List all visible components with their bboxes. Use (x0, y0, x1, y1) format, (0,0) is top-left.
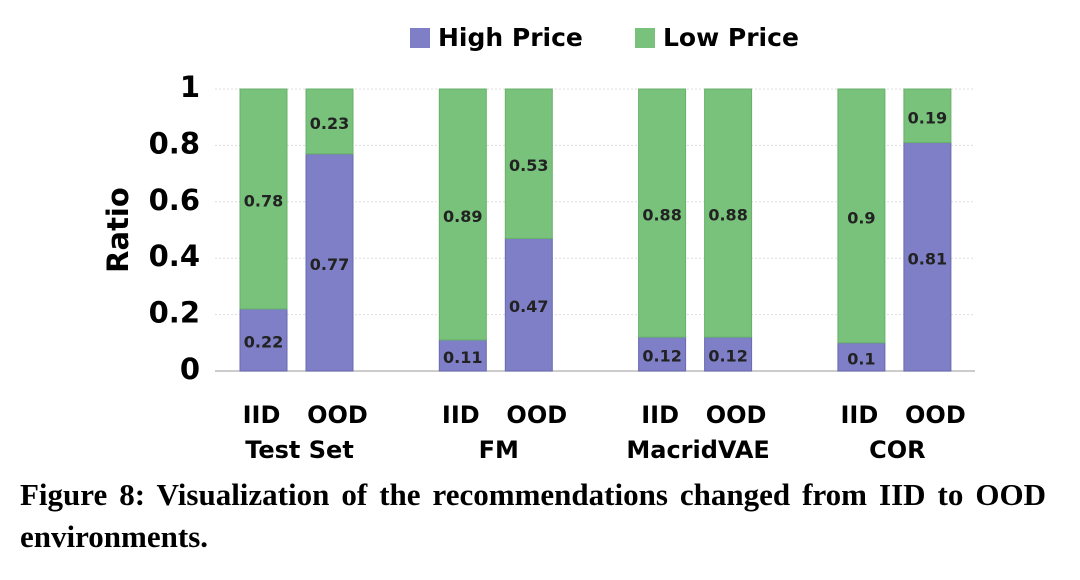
group-label: COR (869, 436, 926, 464)
y-axis-label: Ratio (101, 187, 135, 273)
y-tick-label: 0.8 (149, 126, 200, 160)
bar-segment (837, 342, 886, 372)
bar-segment (239, 88, 288, 310)
x-tick-label: OOD (307, 401, 368, 429)
data-label: 0.12 (642, 347, 681, 366)
legend-swatch (410, 28, 430, 48)
data-label: 0.23 (310, 114, 349, 133)
data-label: 0.53 (509, 156, 548, 175)
data-label: 0.78 (244, 191, 283, 210)
data-label: 0.22 (244, 332, 283, 351)
y-tick-label: 1 (180, 70, 200, 104)
bar-segment (704, 88, 753, 338)
group-label: MacridVAE (626, 436, 769, 464)
bar-segment (638, 88, 687, 338)
data-label: 0.9 (847, 208, 875, 227)
y-tick-label: 0 (180, 352, 200, 386)
y-tick-label: 0.6 (149, 183, 200, 217)
bar-segment (638, 336, 687, 372)
data-label: 0.81 (908, 249, 947, 268)
bar-segment (305, 88, 354, 155)
data-label: 0.12 (708, 347, 747, 366)
bar-segment (837, 88, 886, 344)
x-tick-label: IID (442, 401, 480, 429)
data-label: 0.19 (908, 108, 947, 127)
bar-segment (504, 237, 553, 372)
legend-label: Low Price (663, 23, 799, 52)
caption: Figure 8: Visualization of the recommend… (20, 477, 1046, 554)
data-label: 0.88 (708, 206, 747, 225)
bar-segment (903, 88, 952, 144)
legend-label: High Price (438, 23, 583, 52)
bar-segment (239, 308, 288, 372)
group-label: Test Set (245, 436, 354, 464)
bar-segment (903, 142, 952, 372)
x-tick-label: IID (841, 401, 879, 429)
data-label: 0.89 (443, 207, 482, 226)
x-tick-label: IID (243, 401, 281, 429)
data-label: 0.1 (847, 349, 875, 368)
group-label: FM (479, 436, 519, 464)
data-label: 0.11 (443, 348, 482, 367)
x-tick-label: IID (641, 401, 679, 429)
x-tick-label: OOD (706, 401, 767, 429)
y-tick-label: 0.4 (149, 239, 200, 273)
y-tick-label: 0.2 (149, 296, 200, 330)
data-label: 0.88 (642, 206, 681, 225)
data-label: 0.47 (509, 297, 548, 316)
legend-swatch (635, 28, 655, 48)
x-tick-label: OOD (905, 401, 966, 429)
bar-segment (504, 88, 553, 239)
bar-segment (438, 88, 487, 341)
data-label: 0.77 (310, 255, 349, 274)
x-tick-label: OOD (506, 401, 567, 429)
